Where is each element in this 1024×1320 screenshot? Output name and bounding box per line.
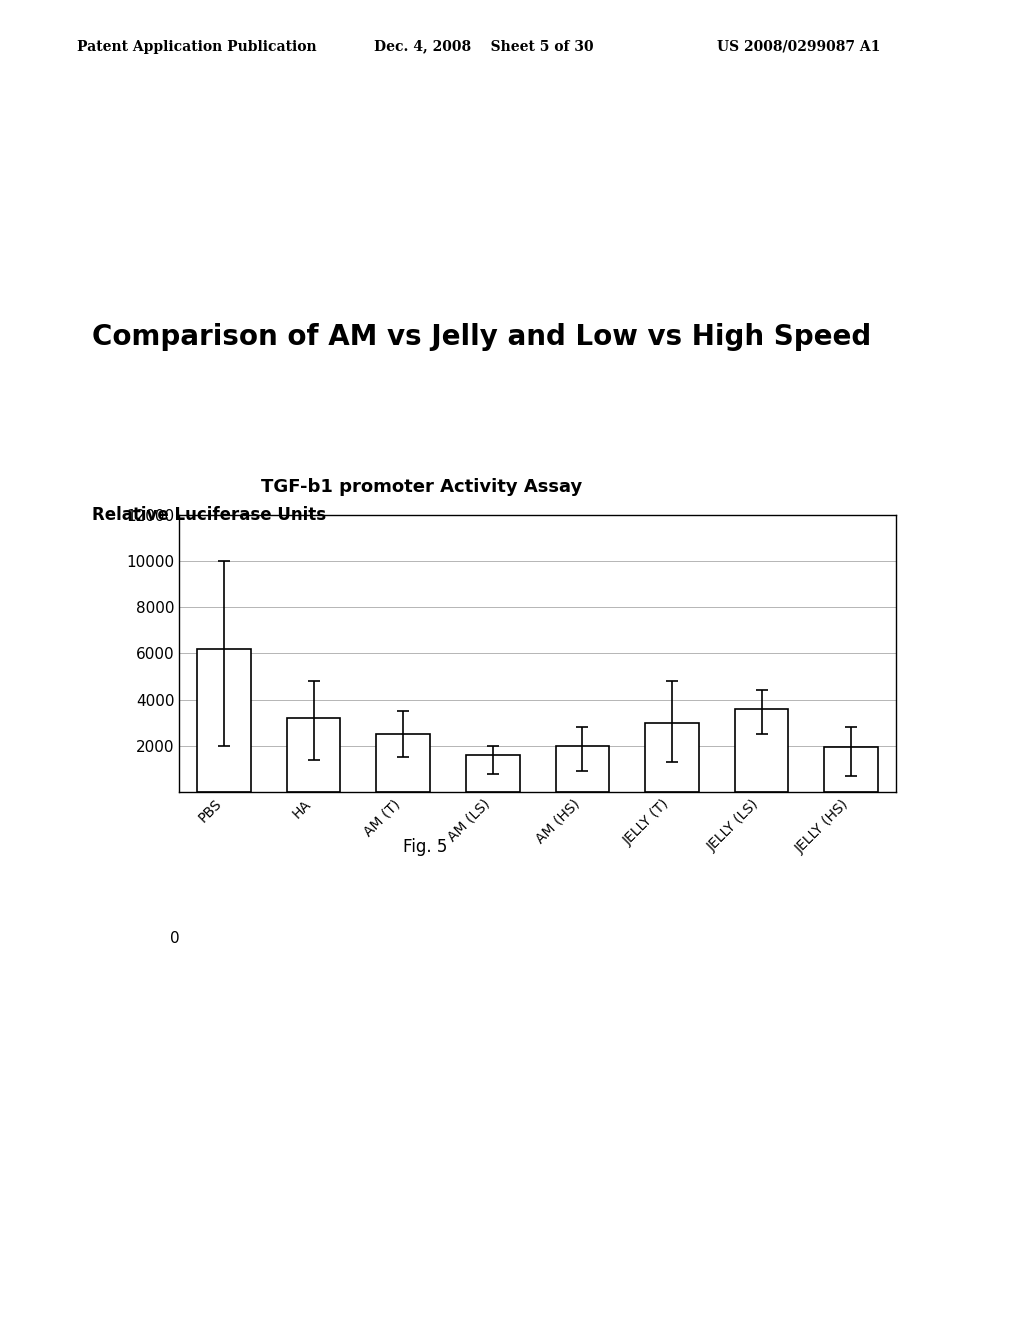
Text: Relative Luciferase Units: Relative Luciferase Units bbox=[92, 506, 327, 524]
Text: Comparison of AM vs Jelly and Low vs High Speed: Comparison of AM vs Jelly and Low vs Hig… bbox=[92, 323, 871, 351]
Text: US 2008/0299087 A1: US 2008/0299087 A1 bbox=[717, 40, 881, 54]
Bar bbox=[735, 709, 788, 792]
Text: Patent Application Publication: Patent Application Publication bbox=[77, 40, 316, 54]
Bar bbox=[555, 746, 609, 792]
Bar bbox=[645, 723, 698, 792]
Text: 0: 0 bbox=[170, 931, 179, 945]
Text: Fig. 5: Fig. 5 bbox=[402, 838, 447, 857]
Bar bbox=[287, 718, 340, 792]
Bar bbox=[377, 734, 430, 792]
Bar bbox=[824, 747, 878, 792]
Text: TGF-b1 promoter Activity Assay: TGF-b1 promoter Activity Assay bbox=[261, 478, 583, 496]
Bar bbox=[466, 755, 519, 792]
Bar bbox=[197, 649, 251, 792]
Text: Dec. 4, 2008    Sheet 5 of 30: Dec. 4, 2008 Sheet 5 of 30 bbox=[374, 40, 593, 54]
